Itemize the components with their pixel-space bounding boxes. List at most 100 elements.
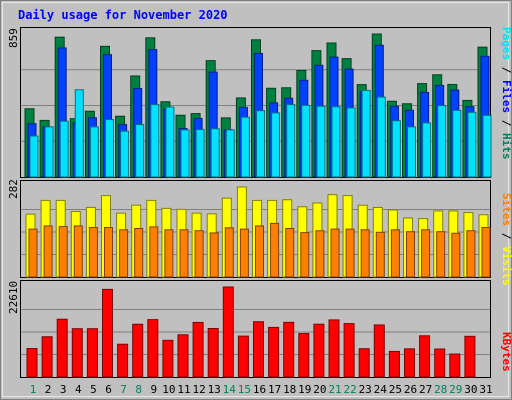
sites-bar [375,231,385,278]
pages-bar [422,122,432,178]
sites-bar [345,228,355,278]
sites-bar [149,226,159,278]
day-label: 17 [268,383,281,396]
pages-bar [361,89,371,178]
pages-bar [316,105,326,178]
pages-bar [89,126,99,178]
sites-bar [164,229,174,278]
kbytes-bar [207,327,219,378]
hits-max-label: 859 [7,28,20,48]
pages-bar [331,106,341,178]
kbytes-bar [56,318,68,378]
kbytes-bar [313,323,325,378]
sites-bar [28,228,38,278]
sites-bar [466,230,476,278]
kbytes-bar [464,335,476,378]
visits-max-label: 282 [7,179,20,199]
pages-bar [120,130,130,178]
day-label: 5 [90,383,97,396]
sites-bar [270,222,280,278]
pages-bar [74,89,84,178]
day-label: 10 [162,383,175,396]
kbytes-bar [298,333,310,378]
pages-bar [271,112,281,178]
pages-bar [165,106,175,178]
pages-bar [301,104,311,178]
day-label: 14 [223,383,237,396]
kbytes-bar [253,321,264,378]
pages-bar [467,111,477,178]
sites-bar [390,229,400,278]
sites-bar [194,230,204,278]
sites-bar [104,227,113,278]
pages-bar [59,120,69,178]
kbytes-bar [237,335,249,378]
sites-bar [451,232,461,278]
day-label: 12 [192,383,205,396]
pages-bar [135,124,145,178]
sites-bar [360,229,370,278]
kbytes-bar [419,335,431,378]
kbytes-bar [41,336,53,378]
sites-bar [239,228,249,278]
kbytes-bar [449,353,461,378]
kbytes-bar [222,286,234,378]
kbytes-bar [343,323,355,378]
kbytes-legend: KBytes [500,332,512,372]
sites-bar [73,225,83,278]
sites-bar [58,226,68,278]
pages-bar [376,96,386,178]
day-label: 3 [60,383,67,396]
pages-bar [210,128,220,178]
day-label: 21 [328,383,341,396]
day-label: 16 [253,383,266,396]
kbytes-bar [268,326,280,378]
kbytes-max-label: 22610 [7,281,20,314]
day-label: 24 [374,383,388,396]
kbytes-bar [132,323,144,378]
kbytes-bar [102,288,113,378]
sites-bar [224,227,234,278]
legend-files: Files [500,80,512,113]
pages-bar [150,104,160,178]
day-label: 29 [449,383,462,396]
kbytes-bar [147,319,159,378]
pages-bar [452,109,462,178]
day-label: 2 [45,383,52,396]
sites-bar [330,228,340,278]
kbytes-bar [358,348,370,378]
kbytes-bar [373,324,385,378]
day-label: 18 [283,383,296,396]
day-label: 19 [298,383,311,396]
day-label: 31 [479,383,492,396]
day-label: 26 [404,383,417,396]
kbytes-bar [404,348,415,378]
day-label: 30 [464,383,477,396]
kbytes-bar [26,347,38,378]
pages-bar [225,129,235,178]
pages-bar [29,135,39,178]
day-label: 9 [150,383,157,396]
kbytes-bar [162,339,174,378]
kbytes-bar [388,350,400,378]
pages-bar [437,105,447,178]
kbytes-bar [434,348,446,378]
sites-bar [436,231,446,278]
day-label: 23 [359,383,372,396]
legend-sites: Sites [500,193,512,226]
kbytes-bar [192,321,204,378]
sites-bar [481,227,491,278]
sites-bar [315,230,325,278]
pages-bar [407,126,416,178]
day-label: 22 [343,383,356,396]
day-label: 20 [313,383,326,396]
kbytes-bar [86,328,98,378]
kbytes-bar [71,328,83,378]
sites-bar [43,225,53,278]
sites-bar [300,232,310,278]
pages-bar [180,129,190,178]
day-label: 7 [120,383,127,396]
hits-legend: Pages / Files / Hits [500,27,512,160]
kbytes-bar [177,334,189,378]
sites-bar [285,227,295,278]
